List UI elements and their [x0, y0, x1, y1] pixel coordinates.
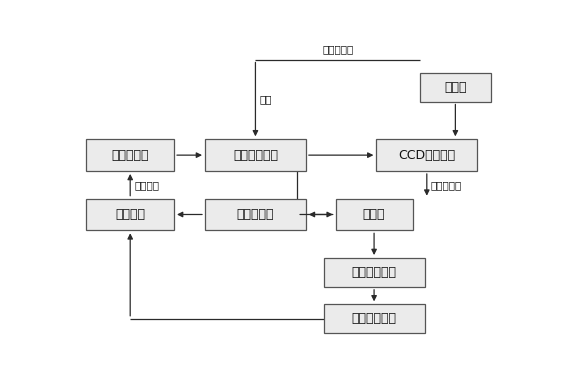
Text: 电流调节: 电流调节 — [134, 180, 159, 190]
FancyBboxPatch shape — [86, 139, 174, 171]
Text: 伺服驱动系统: 伺服驱动系统 — [352, 312, 396, 325]
Text: 计算机: 计算机 — [444, 80, 467, 94]
FancyBboxPatch shape — [324, 258, 425, 287]
FancyBboxPatch shape — [376, 139, 477, 171]
Text: 衍射: 衍射 — [260, 94, 272, 105]
Text: 激光发生器: 激光发生器 — [112, 149, 149, 162]
Text: 位移控制系统: 位移控制系统 — [352, 266, 396, 279]
FancyBboxPatch shape — [336, 199, 413, 230]
Text: CCD显微成像: CCD显微成像 — [398, 149, 455, 162]
Text: 微通道结构: 微通道结构 — [430, 180, 462, 190]
Text: 像素点的値: 像素点的値 — [322, 44, 353, 55]
FancyBboxPatch shape — [205, 139, 306, 171]
Text: 红外摄像机: 红外摄像机 — [236, 208, 274, 221]
FancyBboxPatch shape — [420, 73, 490, 102]
Text: 控制系统: 控制系统 — [115, 208, 145, 221]
FancyBboxPatch shape — [324, 304, 425, 333]
Text: 键合面: 键合面 — [363, 208, 386, 221]
FancyBboxPatch shape — [205, 199, 306, 230]
FancyBboxPatch shape — [86, 199, 174, 230]
Text: 二元光学元件: 二元光学元件 — [233, 149, 278, 162]
